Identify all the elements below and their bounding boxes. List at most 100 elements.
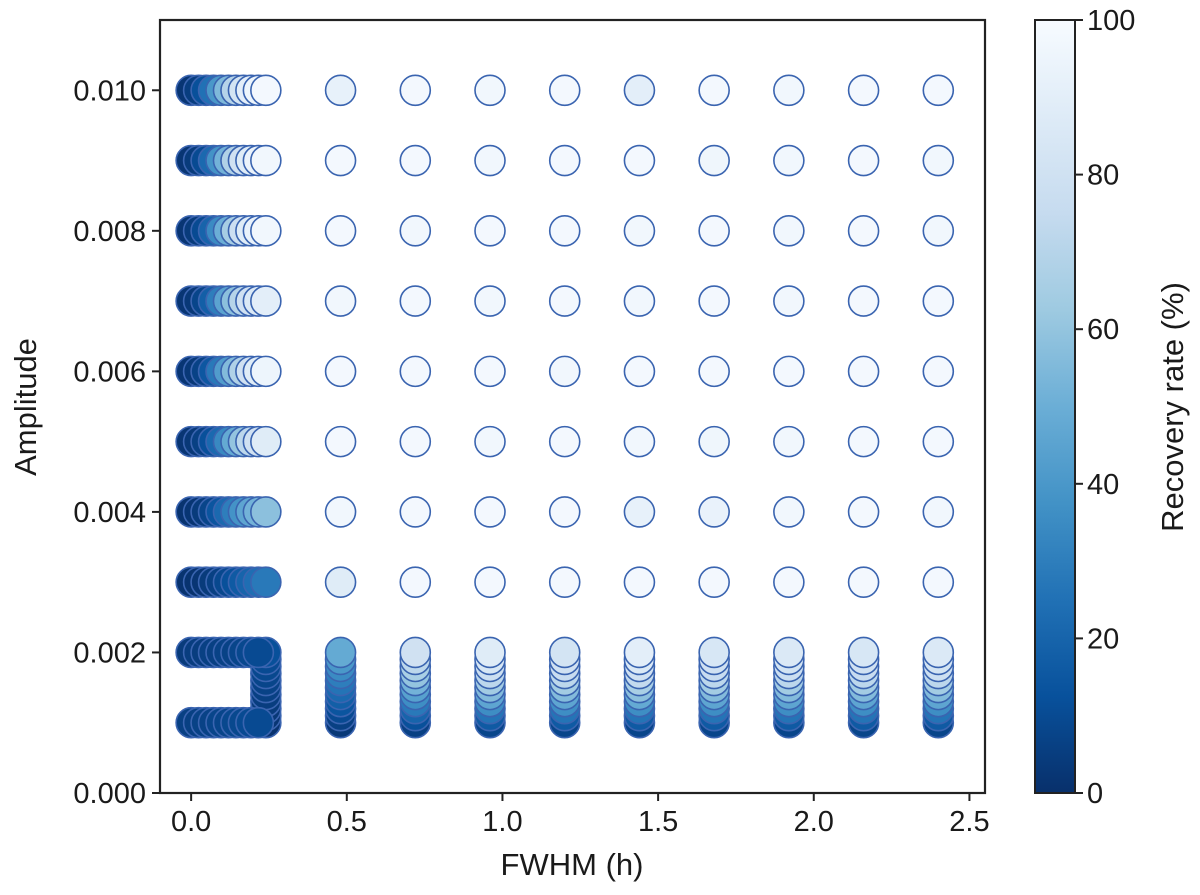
- data-point: [548, 496, 581, 528]
- data-point: [324, 74, 357, 107]
- data-point: [847, 144, 880, 177]
- data-point: [773, 496, 805, 528]
- data-point: [698, 636, 730, 669]
- data-point: [399, 285, 432, 317]
- data-point: [250, 566, 282, 598]
- data-point: [698, 355, 730, 388]
- data-point: [250, 144, 282, 177]
- y-tick-label: 0.002: [73, 637, 146, 669]
- data-point: [399, 144, 432, 177]
- data-point: [623, 425, 656, 458]
- data-point: [548, 215, 581, 247]
- data-point: [698, 425, 730, 458]
- data-point: [623, 285, 656, 317]
- data-point: [773, 74, 805, 107]
- data-point: [922, 215, 955, 247]
- data-point: [698, 496, 730, 528]
- data-point: [623, 496, 656, 528]
- data-point: [773, 425, 805, 458]
- data-point: [324, 636, 357, 669]
- x-tick-label: 2.5: [949, 806, 989, 838]
- data-point: [623, 74, 656, 107]
- data-point: [847, 636, 880, 669]
- data-point: [847, 355, 880, 388]
- plot-frame: [158, 18, 987, 795]
- colorbar-label: Recovery rate (%): [1155, 282, 1190, 532]
- data-point: [773, 636, 805, 669]
- colorbar-tick-label: 0: [1087, 778, 1103, 810]
- data-point: [548, 74, 581, 107]
- data-point: [773, 355, 805, 388]
- data-point: [250, 425, 282, 458]
- y-axis-label: Amplitude: [8, 338, 43, 476]
- data-point: [399, 566, 432, 598]
- y-tick-label: 0.006: [73, 356, 146, 388]
- data-point: [922, 144, 955, 177]
- data-point: [474, 215, 506, 247]
- data-point: [847, 215, 880, 247]
- data-point: [698, 144, 730, 177]
- data-point: [773, 215, 805, 247]
- data-point: [623, 144, 656, 177]
- data-point: [623, 355, 656, 388]
- data-point: [399, 636, 432, 669]
- data-point: [773, 566, 805, 598]
- data-point: [847, 74, 880, 107]
- data-point: [250, 215, 282, 247]
- data-point: [324, 144, 357, 177]
- data-point: [250, 355, 282, 388]
- data-point: [548, 144, 581, 177]
- data-point: [474, 355, 506, 388]
- data-point: [847, 566, 880, 598]
- data-point: [250, 496, 282, 528]
- data-point: [474, 425, 506, 458]
- data-point: [242, 706, 275, 739]
- data-point: [548, 285, 581, 317]
- data-point: [847, 496, 880, 528]
- data-points: [175, 74, 955, 739]
- x-tick-label: 0.5: [327, 806, 367, 838]
- y-axis-ticks: 0.000 0.002 0.004 0.006 0.008 0.010: [73, 75, 160, 810]
- data-point: [474, 285, 506, 317]
- data-point: [399, 74, 432, 107]
- data-point: [922, 74, 955, 107]
- data-point: [474, 566, 506, 598]
- data-point: [548, 425, 581, 458]
- data-point: [250, 285, 282, 317]
- x-tick-label: 1.5: [638, 806, 678, 838]
- data-point: [324, 425, 357, 458]
- data-point: [324, 285, 357, 317]
- colorbar-tick-label: 60: [1087, 314, 1119, 346]
- x-axis-ticks: 0.0 0.5 1.0 1.5 2.0 2.5: [171, 793, 990, 838]
- data-point: [773, 285, 805, 317]
- data-point: [399, 496, 432, 528]
- data-point: [773, 144, 805, 177]
- x-axis-label: FWHM (h): [501, 847, 644, 882]
- data-point: [324, 566, 357, 598]
- x-tick-label: 1.0: [482, 806, 522, 838]
- data-point: [922, 425, 955, 458]
- data-point: [474, 74, 506, 107]
- data-point: [399, 425, 432, 458]
- data-point: [324, 355, 357, 388]
- colorbar-ticks: 0 20 40 60 80 100: [1075, 5, 1135, 810]
- data-point: [922, 285, 955, 317]
- data-point: [250, 74, 282, 107]
- data-point: [548, 566, 581, 598]
- data-point: [698, 566, 730, 598]
- y-tick-label: 0.004: [73, 497, 146, 529]
- colorbar-tick-label: 100: [1087, 5, 1135, 37]
- data-point: [922, 355, 955, 388]
- data-point: [474, 636, 506, 669]
- data-point: [474, 144, 506, 177]
- data-point: [623, 215, 656, 247]
- data-point: [698, 285, 730, 317]
- data-point: [399, 215, 432, 247]
- data-point: [399, 355, 432, 388]
- data-point: [922, 636, 955, 669]
- data-point: [548, 636, 581, 669]
- y-tick-label: 0.010: [73, 75, 146, 107]
- data-point: [847, 285, 880, 317]
- colorbar-tick-label: 20: [1087, 623, 1119, 655]
